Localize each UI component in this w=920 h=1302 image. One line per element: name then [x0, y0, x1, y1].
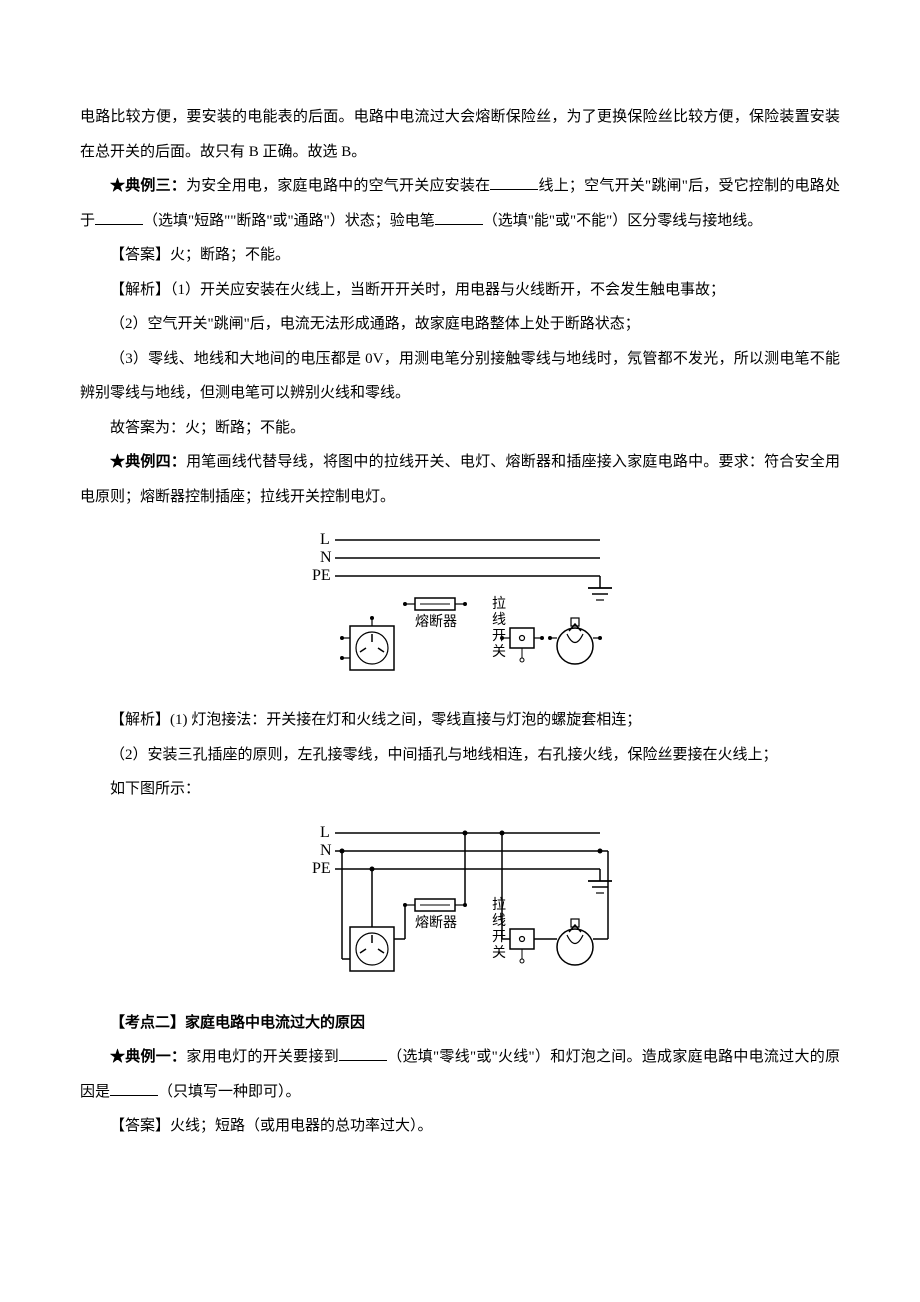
circuit-diagram-2: L N PE 熔断器 拉 线 开: [80, 819, 840, 994]
blank-field: [110, 1078, 158, 1096]
switch-label-char4: 关: [492, 644, 506, 660]
example3-text-1: 为安全用电，家庭电路中的空气开关应安装在: [186, 178, 490, 194]
switch-label2-char1: 拉: [492, 897, 506, 913]
example3-text-4: （选填"能"或"不能"）区分零线与接地线。: [483, 213, 763, 229]
example3-text-3: （选填"短路""断路"或"通路"）状态；验电笔: [143, 213, 435, 229]
keypoint2-answer1: 【答案】火线；短路（或用电器的总功率过大）。: [80, 1109, 840, 1144]
analysis3-conclusion: 故答案为：火；断路；不能。: [110, 420, 305, 436]
example3-label: ★典例三：: [110, 178, 186, 194]
analysis-four-1: 【解析】(1) 灯泡接法：开关接在灯和火线之间，零线直接与灯泡的螺旋套相连；: [80, 703, 840, 738]
example-three: ★典例三：为安全用电，家庭电路中的空气开关应安装在线上；空气开关"跳闸"后，受它…: [80, 169, 840, 238]
analysis4-item1: (1) 灯泡接法：开关接在灯和火线之间，零线直接与灯泡的螺旋套相连；: [170, 712, 641, 728]
blank-field: [490, 172, 538, 190]
kp2-ans1-label: 【答案】: [110, 1118, 170, 1134]
continuation-paragraph: 电路比较方便，要安装的电能表的后面。电路中电流过大会熔断保险丝，为了更换保险丝比…: [80, 100, 840, 169]
switch-label-char3: 开: [492, 629, 506, 644]
switch-label2-char3: 开: [492, 930, 506, 945]
answer3-text: 火；断路；不能。: [170, 247, 290, 263]
switch-label2-char2: 线: [492, 913, 506, 929]
circuit-svg-2: L N PE 熔断器 拉 线 开: [290, 819, 630, 989]
label-L-2: L: [320, 824, 330, 841]
circuit-diagram-1: L N PE 熔断器 拉 线 开 关: [80, 526, 840, 691]
answer3-label: 【答案】: [110, 247, 170, 263]
keypoint2-example1: ★典例一：家用电灯的开关要接到（选填"零线"或"火线"）和灯泡之间。造成家庭电路…: [80, 1040, 840, 1109]
analysis-three-2: （2）空气开关"跳闸"后，电流无法形成通路，故家庭电路整体上处于断路状态；: [80, 307, 840, 342]
analysis-four-3: 如下图所示：: [80, 772, 840, 807]
kp2-ex1-label: ★典例一：: [110, 1049, 186, 1065]
kp2-ex1-text3: （只填写一种即可）。: [158, 1084, 301, 1100]
kp2-ans1-text: 火线；短路（或用电器的总功率过大）。: [170, 1118, 433, 1134]
kp2-ex1-text1: 家用电灯的开关要接到: [186, 1049, 339, 1065]
fuse-label-2: 熔断器: [415, 915, 457, 931]
blank-field: [95, 207, 143, 225]
analysis4-item3: 如下图所示：: [110, 781, 200, 797]
label-L: L: [320, 531, 330, 548]
analysis3-item2: （2）空气开关"跳闸"后，电流无法形成通路，故家庭电路整体上处于断路状态；: [110, 316, 640, 332]
analysis3-item3: （3）零线、地线和大地间的电压都是 0V，用测电笔分别接触零线与地线时，氖管都不…: [80, 351, 840, 402]
switch-label-char2: 线: [492, 612, 506, 628]
blank-field: [435, 207, 483, 225]
label-PE-2: PE: [312, 860, 331, 877]
fuse-label-1: 熔断器: [415, 614, 457, 630]
label-N: N: [320, 549, 332, 566]
analysis-three-3: （3）零线、地线和大地间的电压都是 0V，用测电笔分别接触零线与地线时，氖管都不…: [80, 342, 840, 411]
example4-text: 用笔画线代替导线，将图中的拉线开关、电灯、熔断器和插座接入家庭电路中。要求：符合…: [80, 454, 840, 505]
blank-field: [339, 1043, 387, 1061]
analysis4-label: 【解析】: [110, 712, 170, 728]
para1-text: 电路比较方便，要安装的电能表的后面。电路中电流过大会熔断保险丝，为了更换保险丝比…: [80, 109, 840, 160]
keypoint2-label: 【考点二】: [110, 1015, 185, 1031]
label-PE: PE: [312, 567, 331, 584]
analysis-four-2: （2）安装三孔插座的原则，左孔接零线，中间插孔与地线相连，右孔接火线，保险丝要接…: [80, 738, 840, 773]
example4-label: ★典例四：: [110, 454, 186, 470]
analysis3-label: 【解析】: [110, 282, 170, 298]
label-N-2: N: [320, 842, 332, 859]
switch-label2-char4: 关: [492, 945, 506, 961]
circuit-svg-1: L N PE 熔断器 拉 线 开 关: [290, 526, 630, 686]
analysis4-item2: （2）安装三孔插座的原则，左孔接零线，中间插孔与地线相连，右孔接火线，保险丝要接…: [110, 747, 778, 763]
keypoint-two: 【考点二】家庭电路中电流过大的原因: [80, 1006, 840, 1041]
keypoint2-title: 家庭电路中电流过大的原因: [185, 1015, 365, 1031]
analysis-three-conclusion: 故答案为：火；断路；不能。: [80, 411, 840, 446]
example-four: ★典例四：用笔画线代替导线，将图中的拉线开关、电灯、熔断器和插座接入家庭电路中。…: [80, 445, 840, 514]
switch-label-char1: 拉: [492, 596, 506, 612]
analysis3-item1: （1）开关应安装在火线上，当断开开关时，用电器与火线断开，不会发生触电事故；: [170, 282, 725, 298]
analysis-three-1: 【解析】（1）开关应安装在火线上，当断开开关时，用电器与火线断开，不会发生触电事…: [80, 273, 840, 308]
answer-three: 【答案】火；断路；不能。: [80, 238, 840, 273]
